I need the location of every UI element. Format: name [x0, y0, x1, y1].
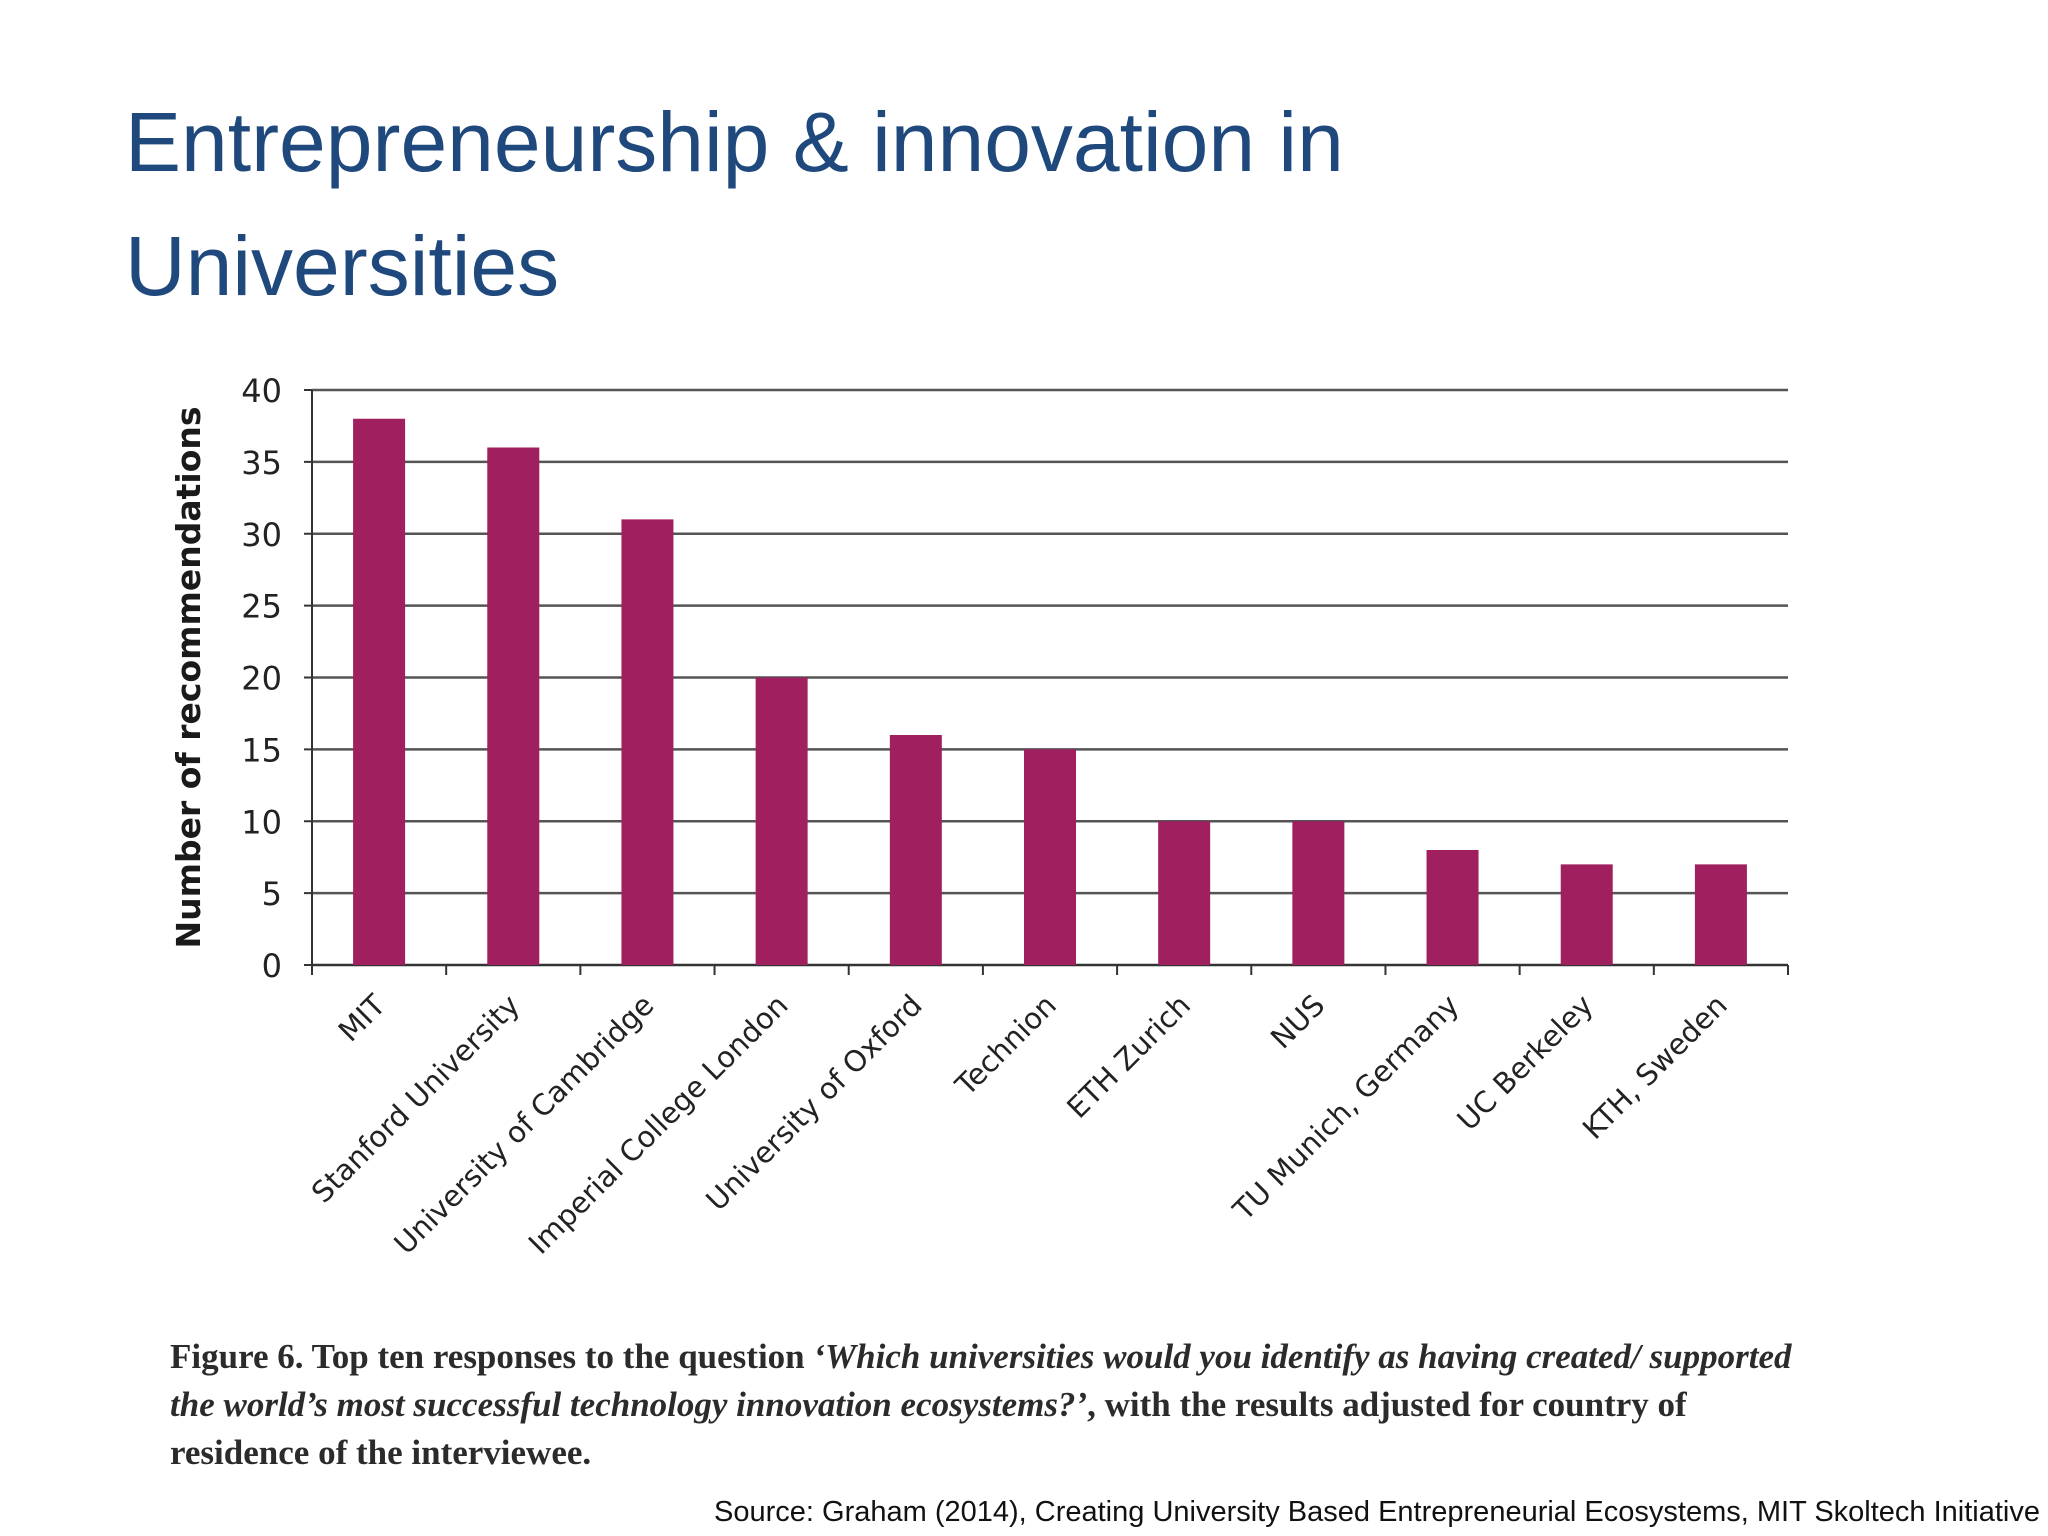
bar: [1024, 749, 1076, 965]
x-category-label: ETH Zurich: [1060, 988, 1197, 1125]
figure-caption: Figure 6. Top ten responses to the quest…: [170, 1333, 1810, 1477]
bar: [1158, 821, 1211, 965]
bar: [621, 519, 674, 965]
y-tick-label: 5: [262, 875, 282, 913]
x-category-label: University of Cambridge: [387, 988, 660, 1261]
bar: [487, 447, 540, 965]
y-tick-label: 20: [241, 660, 282, 698]
y-tick-label: 25: [241, 588, 282, 626]
x-category-label: MIT: [332, 988, 393, 1049]
bar: [755, 677, 808, 965]
x-category-label: TU Munich, Germany: [1226, 988, 1466, 1228]
caption-question: ‘Which universities would you identify a…: [170, 1337, 1792, 1424]
x-category-label: University of Oxford: [699, 988, 928, 1217]
x-category-label: Imperial College London: [522, 988, 795, 1261]
x-category-label: NUS: [1264, 988, 1331, 1055]
caption-tail: , with the results adjusted for country …: [170, 1385, 1687, 1472]
y-tick-label: 30: [241, 516, 282, 554]
bar: [1426, 850, 1479, 965]
x-category-label: UC Berkeley: [1450, 988, 1599, 1137]
bar: [1694, 864, 1747, 965]
x-category-label: Technion: [948, 988, 1063, 1103]
x-category-label: KTH, Sweden: [1576, 988, 1734, 1146]
bar: [1292, 821, 1345, 965]
bar-chart-svg: 0 5 10 15 20 25 30 35 40 Number of recommendation…: [169, 372, 1789, 1261]
y-tick-label: 40: [241, 372, 282, 410]
y-tick-label: 35: [241, 444, 282, 482]
y-axis-title: Number of recommendations: [169, 406, 208, 948]
bar-chart: 0 5 10 15 20 25 30 35 40 Number of recommendation…: [120, 350, 1820, 1300]
bar: [1560, 864, 1613, 965]
y-tick-label: 10: [241, 803, 282, 841]
source-citation: Source: Graham (2014), Creating Universi…: [714, 1496, 2040, 1528]
y-tick-label: 0: [262, 947, 282, 985]
slide-title-line-2: Universities: [125, 219, 560, 313]
slide-title-line-1: Entrepreneurship & innovation in: [125, 95, 1344, 189]
y-tick-label: 15: [241, 731, 282, 769]
bar: [889, 735, 942, 965]
caption-lead: Figure 6. Top ten responses to the quest…: [170, 1337, 814, 1376]
bar: [353, 418, 406, 965]
slide-title: Entrepreneurship & innovation in Univers…: [125, 80, 1825, 328]
